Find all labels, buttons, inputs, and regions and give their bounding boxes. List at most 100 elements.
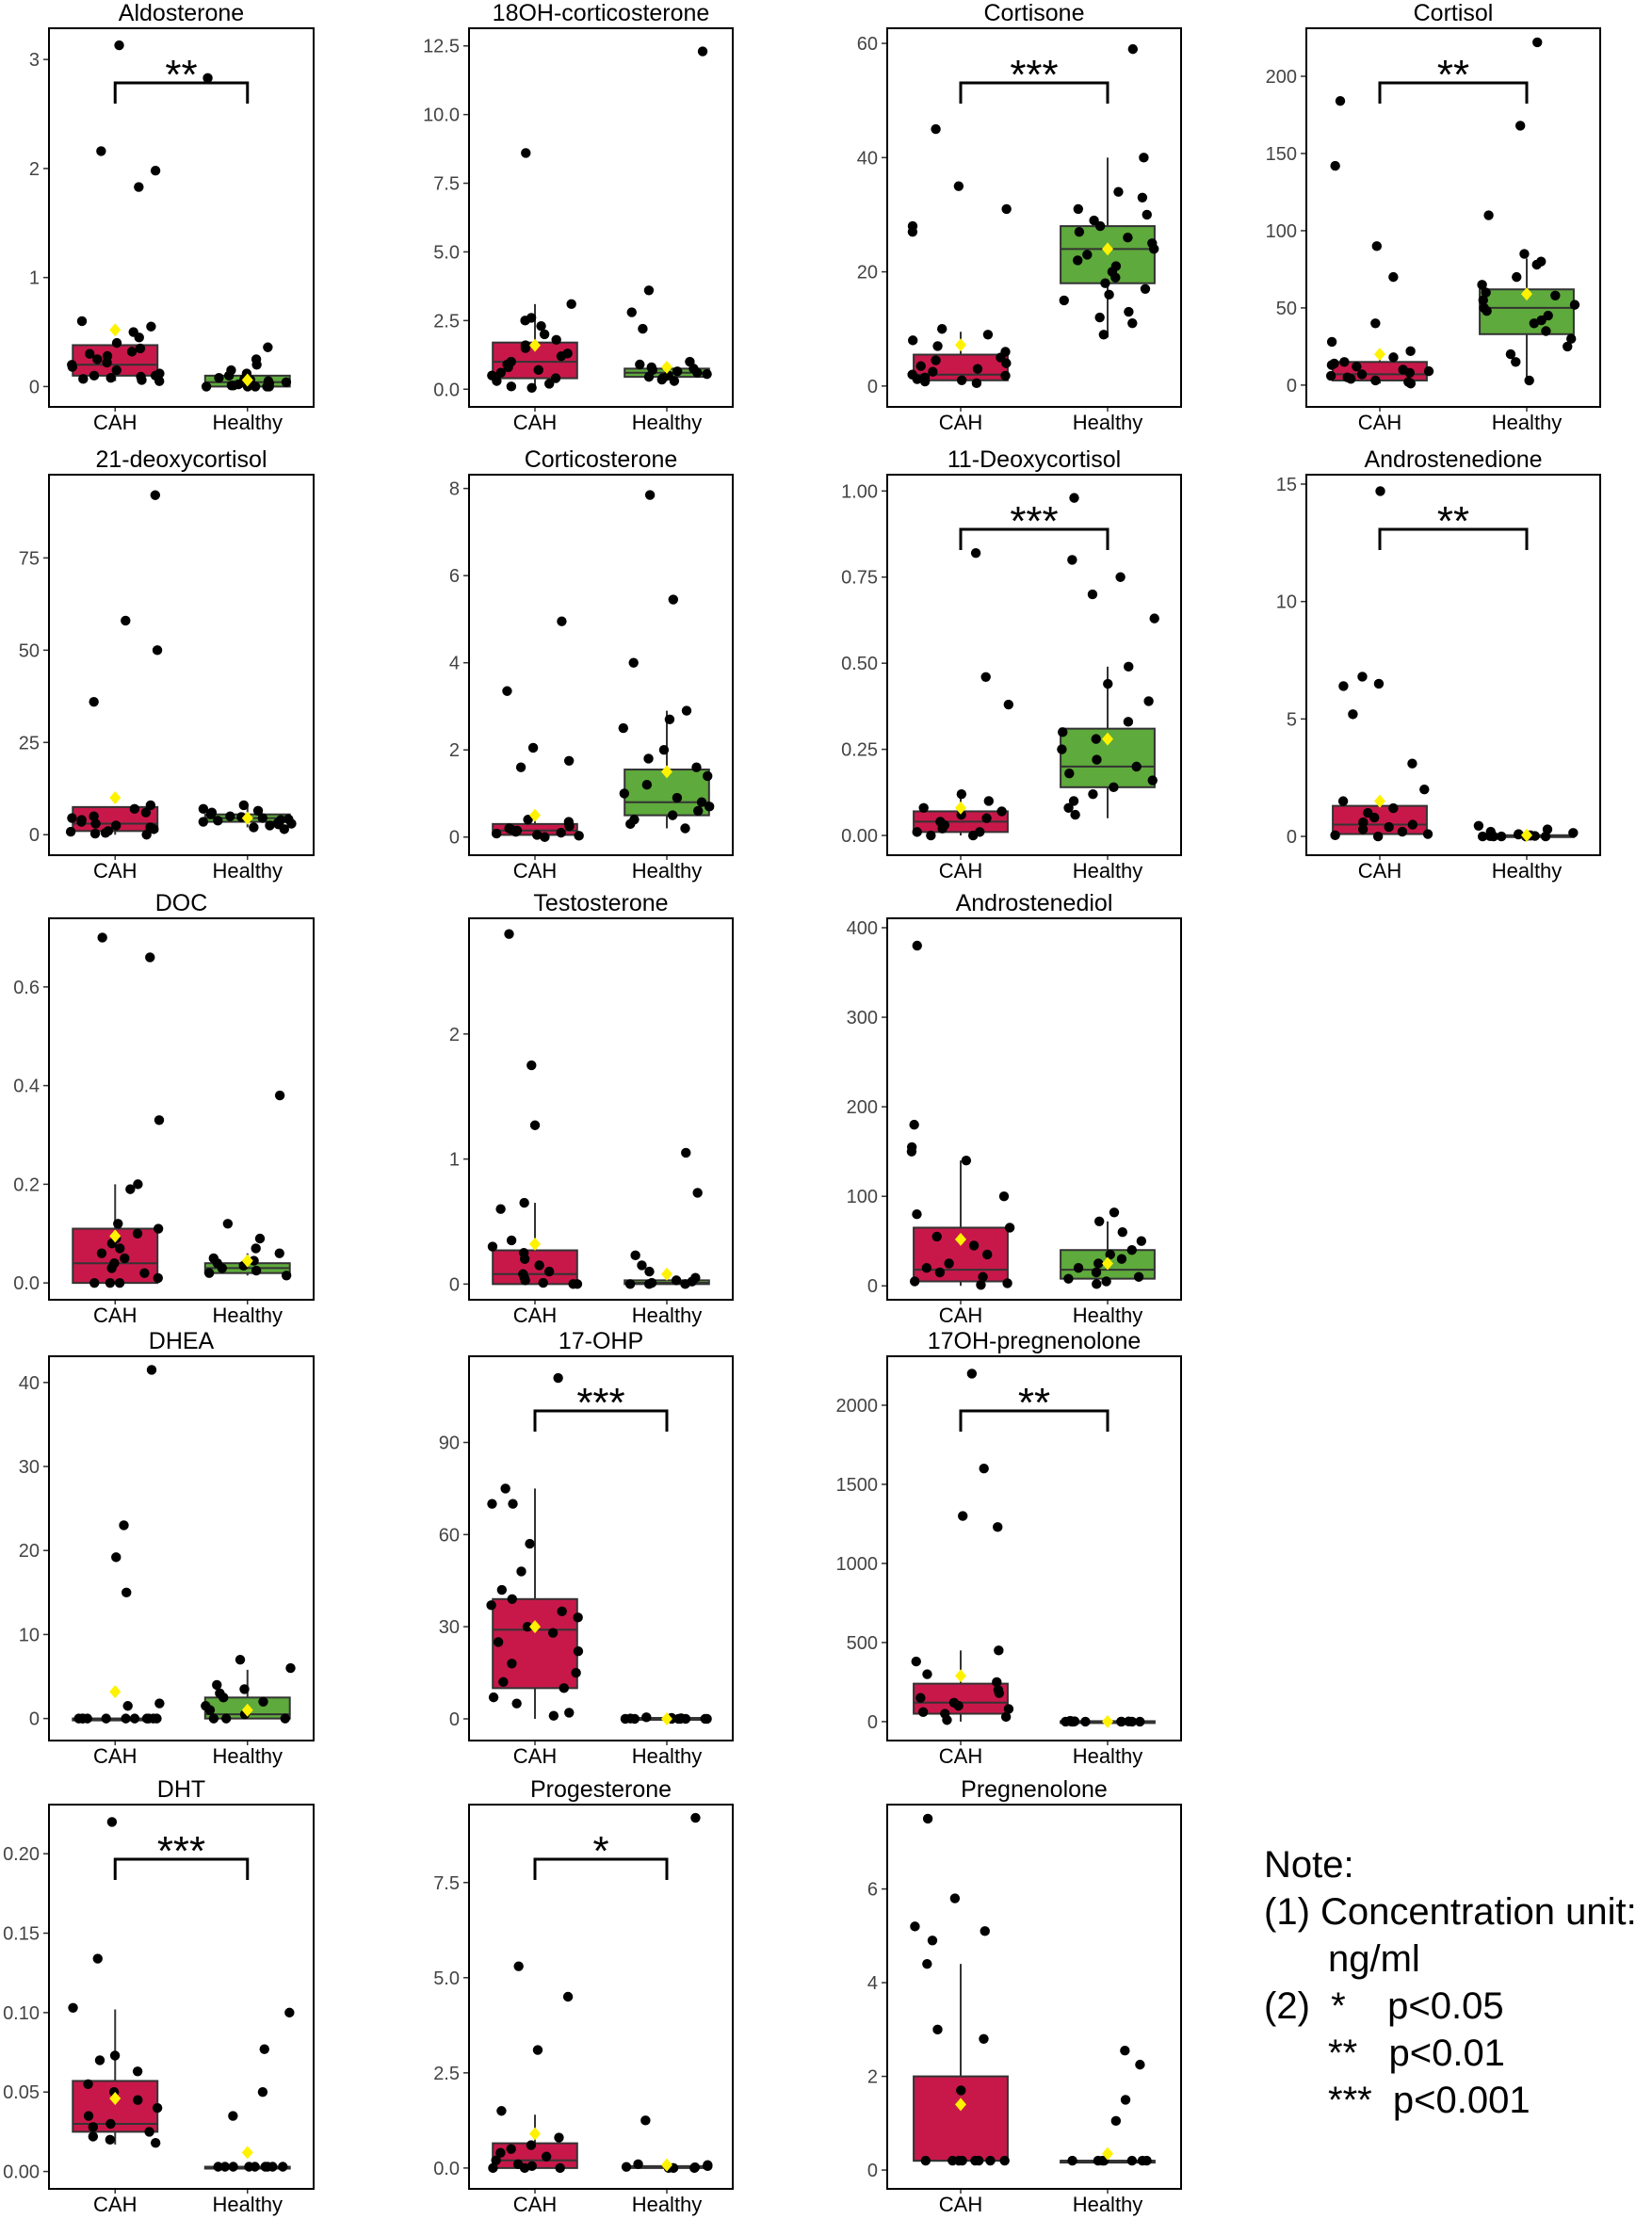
data-point (1127, 317, 1138, 329)
chart-panel: Testosterone 0 1 2 CAH Healthy (449, 890, 734, 1327)
y-tick-label: 0.25 (841, 740, 878, 761)
data-point (284, 2007, 295, 2018)
y-tick-label: 5 (1287, 709, 1297, 730)
x-tick-label: Healthy (212, 1744, 283, 1768)
data-point (506, 1235, 517, 1246)
data-point (519, 2162, 530, 2174)
data-point (1058, 727, 1068, 737)
x-tick-label: CAH (939, 1304, 982, 1327)
data-point (1422, 829, 1433, 839)
data-point (917, 1707, 929, 1718)
y-tick-label: 0.20 (3, 1844, 40, 1865)
panel-frame (468, 1355, 734, 1741)
y-tick-label: 2 (867, 2067, 878, 2088)
data-point (1057, 744, 1067, 754)
data-point (993, 1522, 1003, 1532)
y-tick-label: 0 (29, 1709, 40, 1730)
data-point (1135, 2059, 1145, 2070)
data-point (152, 645, 163, 656)
chart-title: Corticosterone (525, 446, 678, 473)
data-point (1116, 1254, 1127, 1264)
data-point (704, 802, 715, 812)
mean-marker (109, 1685, 121, 1699)
data-point (564, 1708, 575, 1718)
data-point (114, 1277, 125, 1288)
data-point (562, 1991, 574, 2002)
data-point (213, 816, 223, 826)
data-point (262, 2162, 273, 2172)
mean-marker (1521, 828, 1532, 842)
data-point (1080, 1716, 1091, 1727)
mean-marker (1374, 794, 1385, 808)
significance-bracket (959, 1409, 1109, 1432)
y-tick-label: 2 (29, 159, 40, 180)
data-point (274, 1248, 284, 1258)
data-point (697, 46, 708, 57)
data-point (920, 2155, 931, 2166)
data-point (554, 2132, 564, 2143)
significance-label: *** (576, 1380, 624, 1426)
data-point (1330, 160, 1340, 171)
note-line-unit-value: ng/ml (1328, 1938, 1420, 1980)
data-point (149, 824, 159, 834)
chart-title: Pregnenolone (961, 1776, 1108, 1803)
data-point (992, 1676, 1002, 1688)
data-point (228, 381, 239, 391)
data-point (572, 1279, 583, 1289)
data-point (909, 1119, 919, 1130)
data-point (543, 379, 555, 389)
x-tick-label: Healthy (632, 1744, 703, 1768)
data-point (922, 1958, 932, 1969)
data-point (640, 2115, 651, 2126)
data-point (906, 1146, 917, 1157)
data-point (154, 1115, 165, 1126)
data-point (671, 1275, 682, 1286)
data-point (907, 226, 918, 237)
chart-panel: Corticosterone 0 2 4 6 8 CAH Healthy (449, 446, 734, 883)
data-point (1477, 831, 1488, 842)
y-tick-label: 0.0 (433, 380, 460, 400)
data-point (133, 2095, 143, 2105)
data-point (213, 2162, 223, 2172)
chart-panel: Cortisol 0 50 100 150 200 CAH Healthy ** (1266, 0, 1601, 434)
data-point (527, 742, 539, 753)
data-point (1373, 678, 1385, 689)
data-point (912, 374, 922, 384)
data-point (134, 332, 144, 343)
significance-bracket (533, 1857, 669, 1880)
data-point (971, 378, 982, 389)
data-point (126, 347, 138, 357)
data-point (145, 800, 156, 811)
data-point (641, 780, 653, 790)
significance-bracket (1378, 527, 1529, 550)
data-point (152, 1713, 162, 1724)
data-point (912, 940, 922, 951)
data-point (967, 830, 979, 841)
x-tick-label: CAH (1358, 411, 1401, 434)
data-point (251, 1243, 261, 1254)
note-line-p001: *** p<0.001 (1328, 2080, 1531, 2121)
mean-marker (955, 1669, 966, 1683)
data-point (1059, 295, 1069, 306)
y-tick-label: 1 (449, 1150, 460, 1171)
data-point (529, 1120, 541, 1130)
data-point (533, 364, 543, 376)
data-point (907, 335, 918, 346)
x-tick-label: CAH (939, 1744, 982, 1768)
data-point (285, 1662, 296, 1674)
data-point (88, 2131, 99, 2142)
data-point (239, 1684, 250, 1694)
data-point (1136, 1236, 1147, 1246)
data-point (154, 1698, 165, 1709)
y-tick-label: 7.5 (433, 174, 460, 195)
data-point (980, 672, 991, 682)
data-point (487, 1498, 497, 1509)
data-point (1067, 555, 1077, 565)
data-point (1067, 2155, 1077, 2166)
y-tick-label: 0.0 (433, 2159, 460, 2179)
data-point (1000, 1711, 1012, 1723)
chart-title: Progesterone (530, 1776, 672, 1803)
y-tick-label: 150 (1266, 144, 1297, 165)
data-point (152, 2102, 163, 2114)
data-point (250, 2162, 260, 2172)
